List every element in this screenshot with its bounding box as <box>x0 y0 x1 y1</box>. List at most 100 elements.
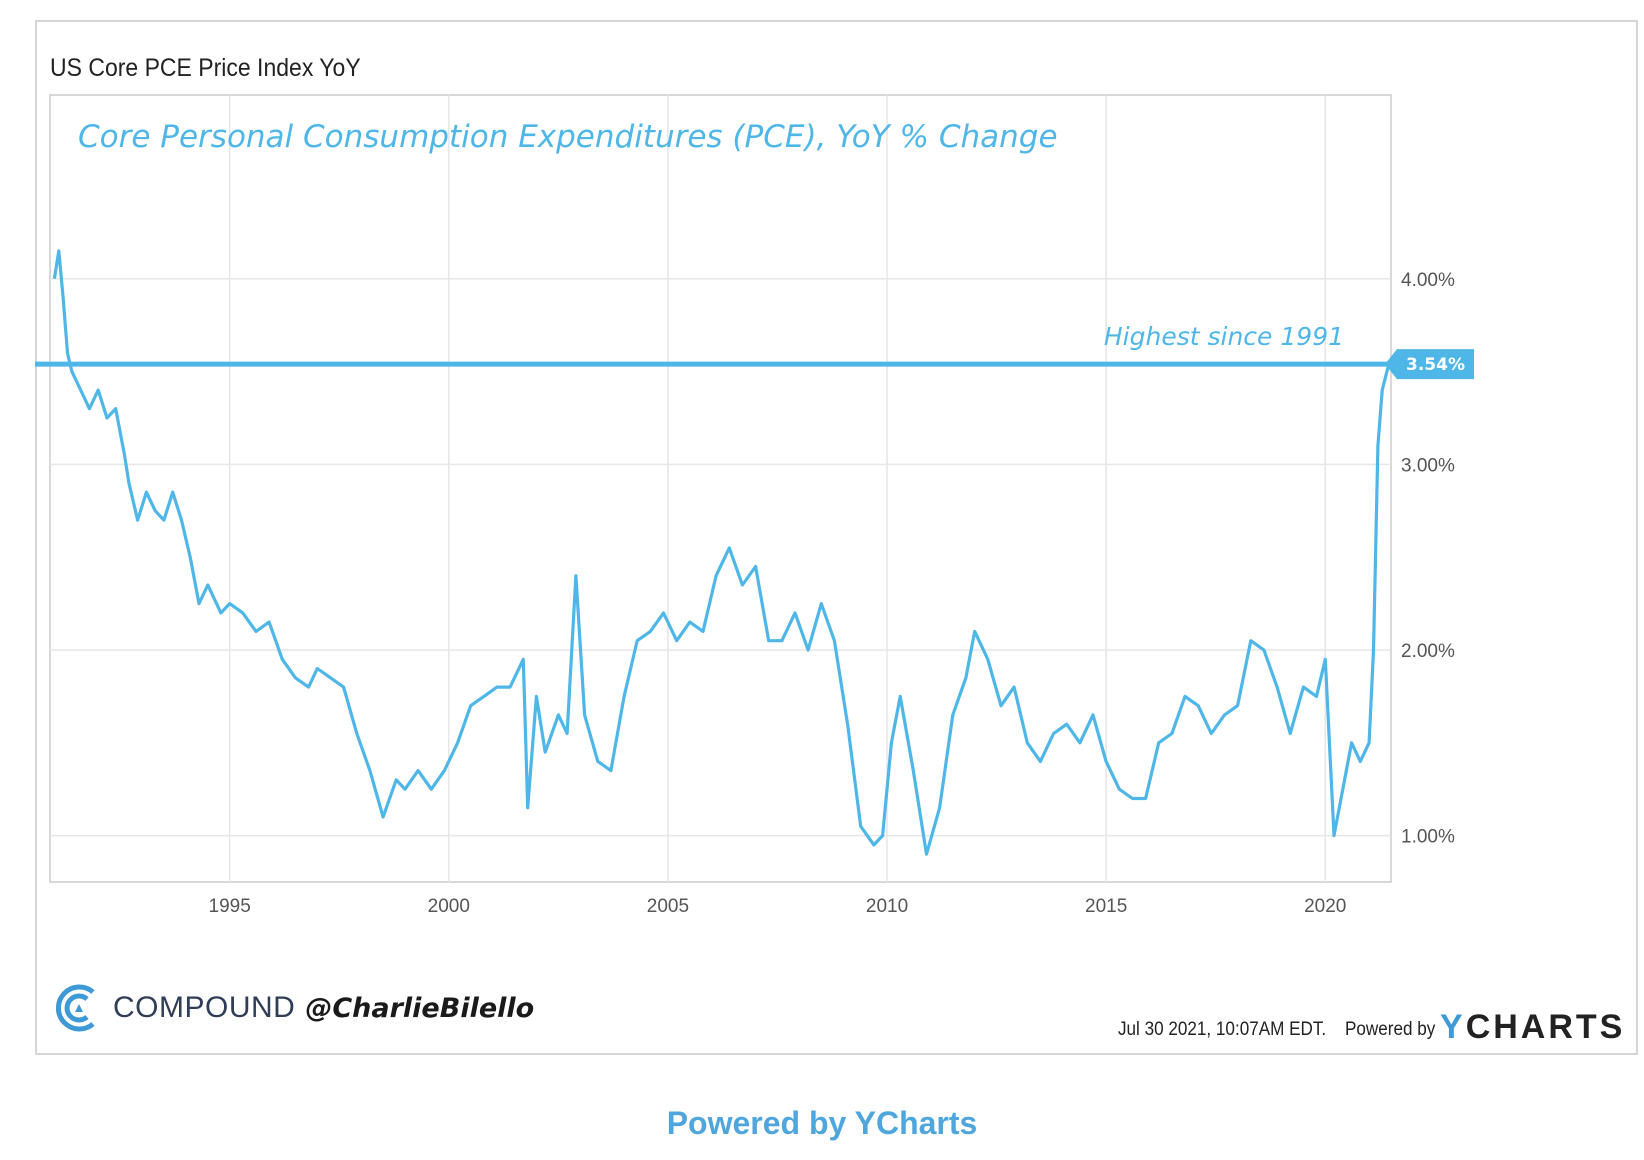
data-point <box>583 713 587 717</box>
data-point <box>342 685 346 689</box>
data-point <box>1144 797 1148 801</box>
x-tick-label: 2000 <box>428 896 470 917</box>
x-tick-label: 2020 <box>1304 896 1346 917</box>
data-point <box>754 565 758 569</box>
data-point <box>911 769 915 773</box>
x-tick-label: 2015 <box>1085 896 1127 917</box>
brand-handle: @CharlieBilello <box>305 992 535 1024</box>
data-point <box>999 704 1003 708</box>
data-point <box>1332 834 1336 838</box>
footer-brand: COMPOUND @CharlieBilello <box>53 982 534 1034</box>
ycharts-logo-y: Y <box>1440 1008 1466 1046</box>
reference-value-label: 3.54% <box>1406 355 1465 375</box>
data-point <box>973 629 977 633</box>
data-point <box>442 769 446 773</box>
data-point <box>688 620 692 624</box>
data-point <box>740 583 744 587</box>
data-point <box>521 657 525 661</box>
data-point <box>556 713 560 717</box>
data-point <box>662 611 666 615</box>
data-point <box>846 722 850 726</box>
data-point <box>293 676 297 680</box>
data-point <box>938 806 942 810</box>
data-point <box>534 694 538 698</box>
data-point <box>1091 713 1095 717</box>
data-point <box>114 407 118 411</box>
data-point <box>1301 685 1305 689</box>
data-point <box>1157 741 1161 745</box>
data-point <box>403 787 407 791</box>
data-point <box>429 787 433 791</box>
chart-title: US Core PCE Price Index YoY <box>50 54 361 82</box>
data-point <box>508 685 512 689</box>
data-point <box>1223 713 1227 717</box>
data-point <box>898 694 902 698</box>
data-point <box>767 639 771 643</box>
data-point <box>543 750 547 754</box>
chart-subtitle: Core Personal Consumption Expenditures (… <box>78 119 1058 155</box>
y-tick-label: 2.00% <box>1401 641 1455 662</box>
timestamp: Jul 30 2021, 10:07AM EDT. <box>1118 1019 1327 1040</box>
data-point <box>1117 787 1121 791</box>
data-point <box>267 620 271 624</box>
x-axis-ticks: 1995 2000 2005 2010 2015 2020 <box>209 896 1347 917</box>
ycharts-logo[interactable]: YCHARTS <box>1440 1008 1625 1047</box>
data-point <box>1367 741 1371 745</box>
data-point <box>872 843 876 847</box>
data-point <box>596 759 600 763</box>
data-point <box>964 676 968 680</box>
data-point <box>925 852 929 856</box>
data-point <box>1376 444 1380 448</box>
data-point <box>123 453 127 457</box>
x-tick-label: 2010 <box>866 896 908 917</box>
data-point <box>1387 362 1391 366</box>
data-point <box>1350 741 1354 745</box>
data-point <box>87 407 91 411</box>
data-point <box>1262 648 1266 652</box>
data-point <box>622 694 626 698</box>
data-point <box>1104 759 1108 763</box>
data-point <box>66 351 70 355</box>
data-point <box>1249 639 1253 643</box>
data-point <box>144 490 148 494</box>
data-point <box>1196 704 1200 708</box>
data-point <box>1275 685 1279 689</box>
data-point <box>1183 694 1187 698</box>
data-point <box>832 639 836 643</box>
powered-by-ycharts-link[interactable]: Powered by YCharts <box>666 1105 978 1141</box>
data-point <box>136 518 140 522</box>
data-point <box>806 648 810 652</box>
data-point <box>416 769 420 773</box>
reference-value-badge: 3.54% <box>1385 349 1474 380</box>
data-point <box>1065 722 1069 726</box>
data-point <box>1012 685 1016 689</box>
data-point <box>986 657 990 661</box>
data-point <box>171 490 175 494</box>
data-point <box>526 806 530 810</box>
data-point <box>1341 787 1345 791</box>
data-point <box>951 713 955 717</box>
data-point <box>859 824 863 828</box>
data-point <box>1236 704 1240 708</box>
data-point <box>1130 797 1134 801</box>
data-point <box>219 611 223 615</box>
data-point <box>714 574 718 578</box>
grid-layer <box>50 95 1391 882</box>
data-point <box>1323 657 1327 661</box>
data-point <box>469 704 473 708</box>
data-point <box>1052 732 1056 736</box>
powered-by-text: Powered by <box>1345 1019 1436 1040</box>
data-point <box>241 611 245 615</box>
data-point <box>675 639 679 643</box>
data-point <box>881 834 885 838</box>
data-point <box>1372 648 1376 652</box>
data-point <box>127 481 131 485</box>
data-point <box>889 741 893 745</box>
data-point <box>315 667 319 671</box>
y-tick-label: 1.00% <box>1401 827 1455 848</box>
data-point <box>52 277 56 281</box>
data-point <box>153 509 157 513</box>
data-point <box>574 574 578 578</box>
data-point <box>368 769 372 773</box>
